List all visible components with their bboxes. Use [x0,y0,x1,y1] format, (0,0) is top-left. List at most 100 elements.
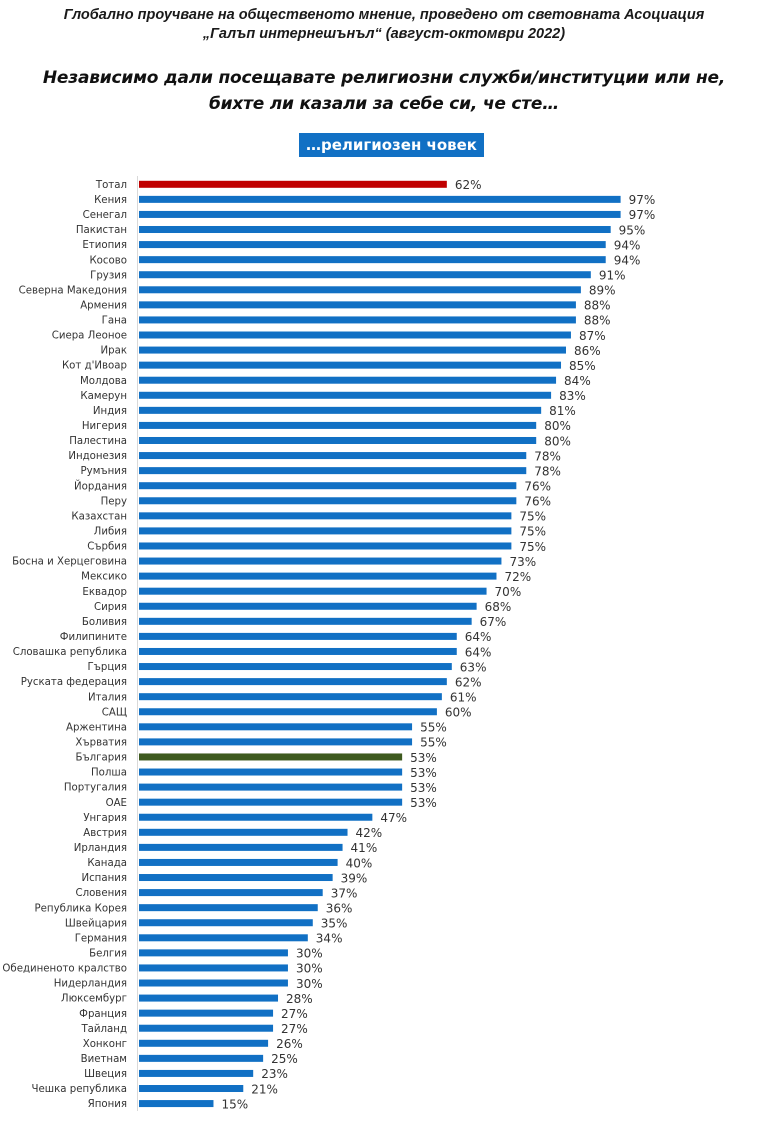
category-label: САЩ [102,707,127,718]
value-label: 30% [296,977,323,991]
bar-country-11 [139,346,566,354]
value-label: 26% [276,1037,303,1051]
category-label: Пакистан [76,225,127,236]
value-label: 87% [579,329,606,343]
category-label: Хърватия [75,737,127,748]
bar-country-60 [139,1085,244,1092]
bar-country-57 [139,1039,269,1047]
value-label: 55% [420,736,447,750]
category-label: Чешка република [32,1084,127,1095]
bar-country-1 [139,195,621,203]
category-label: Нидерландия [54,979,127,990]
category-label: ОАЕ [106,798,127,809]
value-label: 76% [524,495,551,509]
bar-country-5 [139,256,606,264]
category-label: Словашка република [13,647,127,658]
value-label: 78% [534,464,561,478]
bar-country-18 [139,452,527,460]
category-label: Косово [89,255,127,266]
source-title-line1: Глобално проучване на общественото мнени… [63,7,705,23]
value-label: 75% [519,525,546,539]
value-label: 53% [410,751,437,765]
value-label: 84% [564,374,591,388]
category-label: Молдова [80,376,127,387]
bar-country-7 [139,286,581,294]
category-label: Обединеното кралство [2,964,127,975]
bar-country-59 [139,1069,254,1077]
bar-country-25 [139,557,502,565]
category-label: Босна и Херцеговина [12,557,127,568]
value-label: 94% [614,238,641,252]
bar-country-40 [139,783,403,791]
value-label: 25% [271,1052,298,1066]
bar-country-61 [139,1100,214,1108]
category-label: Сиера Леоное [52,331,127,342]
category-label: Либия [94,527,127,538]
value-label: 85% [569,359,596,373]
category-label: Кот д'Ивоар [62,361,127,372]
category-label: Руската федерация [21,677,127,688]
bar-country-47 [139,889,323,897]
value-label: 94% [614,253,641,267]
bar-country-54 [139,994,279,1002]
value-label: 88% [584,314,611,328]
category-label: Румъния [81,466,127,477]
category-label: Филипините [60,632,127,643]
value-label: 27% [281,1007,308,1021]
value-label: 97% [629,208,656,222]
value-label: 34% [316,932,343,946]
bar-country-42 [139,813,373,821]
value-labels-group: 62%97%97%95%94%94%91%89%88%88%87%86%85%8… [221,178,655,1111]
value-label: 60% [445,706,472,720]
value-label: 30% [296,947,323,961]
value-label: 39% [341,871,368,885]
value-label: 97% [629,193,656,207]
bar-country-19 [139,467,527,475]
bar-country-17 [139,436,537,444]
category-label: Португалия [64,783,127,794]
category-label: Република Корея [35,903,127,914]
bar-country-10 [139,331,571,339]
bar-country-12 [139,361,562,369]
value-label: 28% [286,992,313,1006]
value-label: 42% [356,826,383,840]
bar-country-4 [139,241,606,249]
category-label: Швеция [84,1069,127,1080]
bar-country-50 [139,934,308,942]
source-title: Глобално проучване на общественото мнени… [0,6,768,44]
value-label: 89% [589,284,616,298]
category-label: Сърбия [87,542,127,553]
bar-country-48 [139,904,318,912]
value-label: 53% [410,766,437,780]
bar-country-52 [139,964,288,972]
survey-question: Независимо дали посещавате религиозни сл… [0,65,768,117]
category-label: Индонезия [68,451,127,462]
category-label: Индия [93,406,127,417]
value-label: 23% [261,1067,288,1081]
bar-country-46 [139,874,333,882]
category-label: Йордания [74,479,127,492]
bar-country-32 [139,663,452,671]
category-label: Япония [88,1099,127,1110]
category-label: Казахстан [71,511,127,522]
bar-country-20 [139,482,517,490]
bar-country-13 [139,376,557,384]
bar-country-26 [139,572,497,580]
category-label: Армения [80,300,127,311]
survey-question-line2: бихте ли казали за себе си, че сте… [208,94,560,114]
value-label: 35% [321,917,348,931]
category-label: Сирия [94,602,127,613]
value-label: 67% [480,615,507,629]
bar-country-58 [139,1054,264,1062]
value-label: 53% [410,781,437,795]
category-label: Нигерия [82,421,127,432]
value-label: 55% [420,721,447,735]
bar-country-39 [139,768,403,776]
category-label: Гана [102,316,127,327]
value-label: 68% [485,600,512,614]
bar-country-2 [139,210,621,218]
bar-country-44 [139,843,343,851]
value-label: 21% [251,1082,278,1096]
category-label: Сенегал [83,210,127,221]
